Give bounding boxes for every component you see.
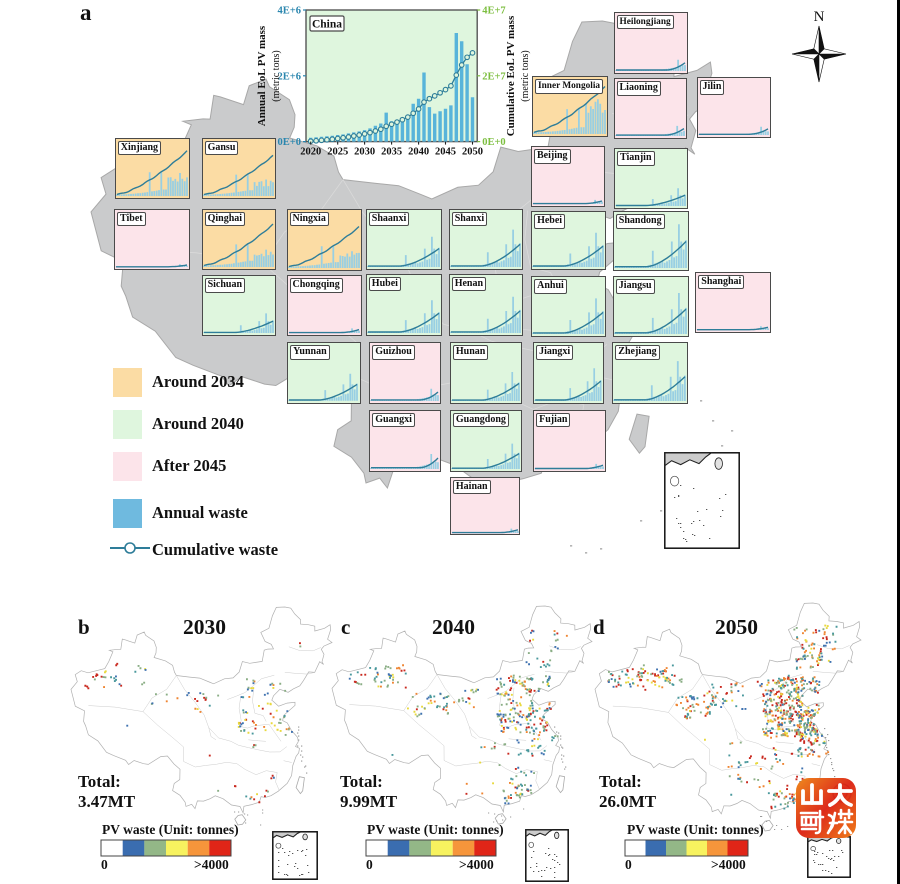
svg-text:N: N	[814, 9, 825, 25]
svg-text:2040: 2040	[408, 147, 429, 158]
svg-text:2035: 2035	[381, 147, 402, 158]
svg-text:China: China	[312, 19, 342, 31]
svg-text:2E+6: 2E+6	[278, 71, 302, 82]
svg-text:4E+6: 4E+6	[278, 6, 302, 17]
svg-text:0E+0: 0E+0	[482, 137, 506, 148]
svg-text:2045: 2045	[435, 147, 456, 158]
svg-text:2025: 2025	[327, 147, 348, 158]
svg-text:4E+7: 4E+7	[482, 6, 506, 17]
svg-text:2E+7: 2E+7	[482, 71, 506, 82]
svg-text:2050: 2050	[462, 147, 483, 158]
svg-text:2020: 2020	[300, 147, 321, 158]
svg-text:2030: 2030	[354, 147, 375, 158]
svg-text:0E+0: 0E+0	[278, 137, 302, 148]
